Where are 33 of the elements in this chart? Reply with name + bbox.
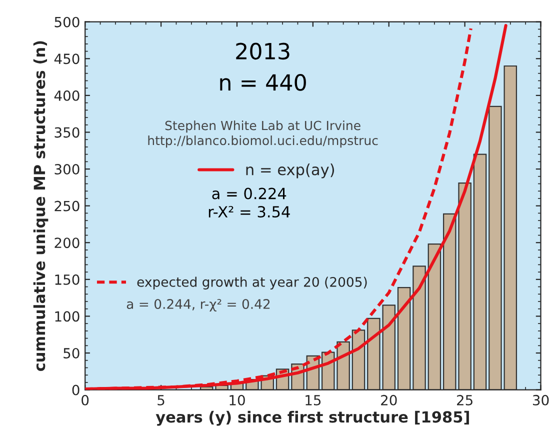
annotation: 2013 bbox=[236, 42, 290, 60]
y-tick-label: 250 bbox=[54, 200, 80, 212]
y-tick-label: 400 bbox=[54, 90, 80, 101]
x-tick-label: 10 bbox=[230, 394, 245, 406]
bar bbox=[488, 106, 502, 390]
y-tick-label: 50 bbox=[64, 348, 80, 358]
y-tick-label: 200 bbox=[54, 238, 80, 248]
y-tick-label: 350 bbox=[54, 127, 80, 138]
bar bbox=[504, 65, 518, 390]
x-tick-label: 30 bbox=[532, 394, 549, 406]
bar bbox=[428, 244, 442, 390]
y-tick-label: 100 bbox=[55, 311, 80, 322]
annotation: a = 0.224 r-X² = 3.54 bbox=[208, 188, 290, 218]
legend-label: n = exp(ay) bbox=[246, 163, 334, 178]
y-axis-title: cummulative unique MP structures (n) bbox=[33, 41, 48, 372]
y-tick-label: 150 bbox=[55, 274, 80, 285]
y-tick-label: 500 bbox=[54, 16, 80, 28]
annotation: Stephen White Lab at UC Irvine http://blanco.biomol.uci.edu/mpstruc bbox=[148, 120, 378, 148]
y-tick-label: 0 bbox=[72, 384, 80, 396]
annotation: a = 0.244, r-χ² = 0.42 bbox=[126, 299, 270, 312]
x-tick-label: 25 bbox=[457, 394, 472, 406]
y-tick-label: 450 bbox=[54, 54, 80, 64]
bar bbox=[397, 286, 411, 390]
y-tick-label: 300 bbox=[54, 164, 80, 175]
x-tick-label: 15 bbox=[306, 395, 321, 406]
x-tick-label: 20 bbox=[381, 394, 397, 406]
x-tick-label: 5 bbox=[158, 395, 164, 406]
x-tick-label: 0 bbox=[82, 394, 89, 406]
bar bbox=[473, 154, 487, 390]
legend-label: expected growth at year 20 (2005) bbox=[137, 276, 367, 290]
annotation: n = 440 bbox=[220, 74, 306, 91]
bar bbox=[412, 266, 426, 390]
x-axis-title: years (y) since first structure [1985] bbox=[156, 410, 469, 426]
